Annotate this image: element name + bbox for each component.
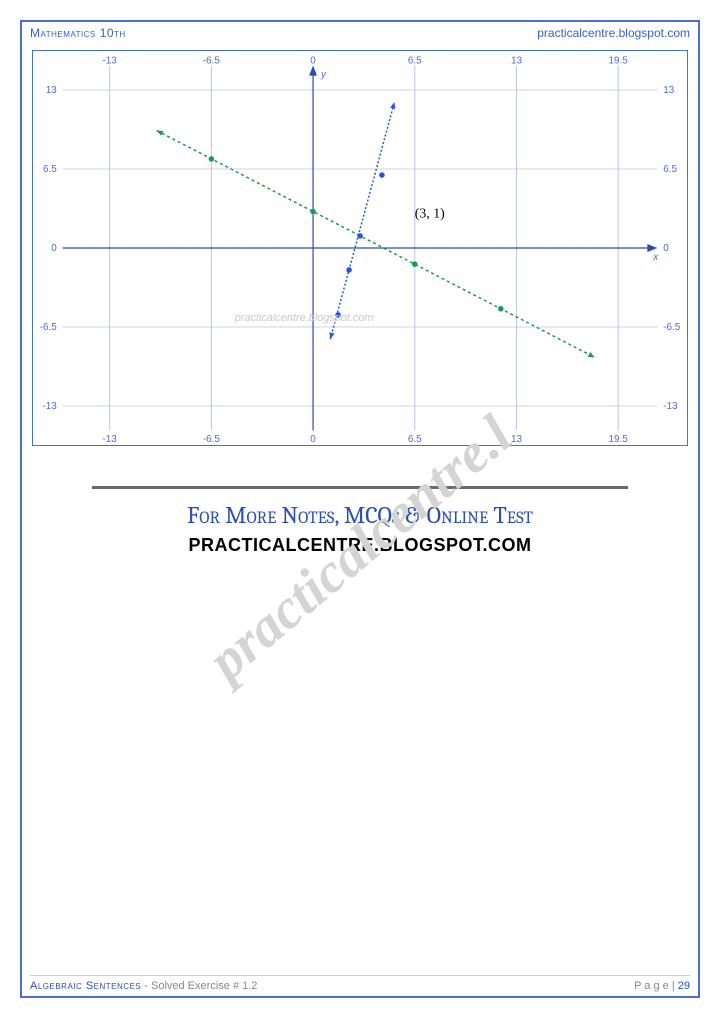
svg-text:0: 0 (663, 243, 669, 254)
promo-title: For More Notes, MCQs & Online Test (22, 501, 698, 529)
footer-sub: - Solved Exercise # 1.2 (141, 980, 257, 992)
chart-container: -13 -13 -6.5 -6.5 0 0 6.5 6.5 13 13 19.5 19.5 -13 -13… (32, 50, 688, 446)
svg-text:-6.5: -6.5 (203, 56, 221, 67)
svg-text:-6.5: -6.5 (203, 434, 221, 445)
svg-text:19.5: 19.5 (609, 434, 629, 445)
footer-right: P a g e | 29 (634, 980, 690, 992)
svg-text:6.5: 6.5 (663, 164, 677, 175)
svg-text:-6.5: -6.5 (40, 322, 58, 333)
svg-text:13: 13 (663, 85, 675, 96)
svg-text:y: y (320, 70, 327, 81)
svg-text:6.5: 6.5 (408, 56, 422, 67)
header-right: practicalcentre.blogspot.com (537, 26, 690, 40)
svg-text:(3, 1): (3, 1) (415, 207, 445, 222)
svg-text:13: 13 (46, 85, 58, 96)
divider (92, 486, 628, 489)
svg-text:-13: -13 (42, 401, 57, 412)
svg-text:-13: -13 (103, 434, 118, 445)
footer-left: Algebraic Sentences - Solved Exercise # … (30, 980, 257, 992)
svg-text:6.5: 6.5 (43, 164, 57, 175)
svg-text:19.5: 19.5 (609, 56, 629, 67)
svg-text:-6.5: -6.5 (663, 322, 681, 333)
svg-text:13: 13 (511, 56, 523, 67)
svg-text:practicalcentre.blogspot.com: practicalcentre.blogspot.com (234, 312, 374, 324)
svg-text:6.5: 6.5 (408, 434, 422, 445)
chart-svg: -13 -13 -6.5 -6.5 0 0 6.5 6.5 13 13 19.5 19.5 -13 -13… (33, 51, 687, 445)
svg-text:x: x (652, 252, 659, 263)
footer-page-label: P a g e | (634, 980, 678, 992)
header-left: Mathematics 10th (30, 26, 126, 40)
svg-text:0: 0 (310, 434, 316, 445)
page-footer: Algebraic Sentences - Solved Exercise # … (30, 975, 690, 996)
svg-text:0: 0 (51, 243, 57, 254)
page-header: Mathematics 10th practicalcentre.blogspo… (22, 22, 698, 44)
svg-text:13: 13 (511, 434, 523, 445)
footer-page-num: 29 (678, 980, 690, 992)
svg-text:0: 0 (310, 56, 316, 67)
promo-sub: PRACTICALCENTRE.BLOGSPOT.COM (22, 535, 698, 556)
footer-topic: Algebraic Sentences (30, 980, 141, 992)
svg-text:-13: -13 (663, 401, 678, 412)
page-border: Mathematics 10th practicalcentre.blogspo… (20, 20, 700, 998)
svg-text:-13: -13 (103, 56, 118, 67)
